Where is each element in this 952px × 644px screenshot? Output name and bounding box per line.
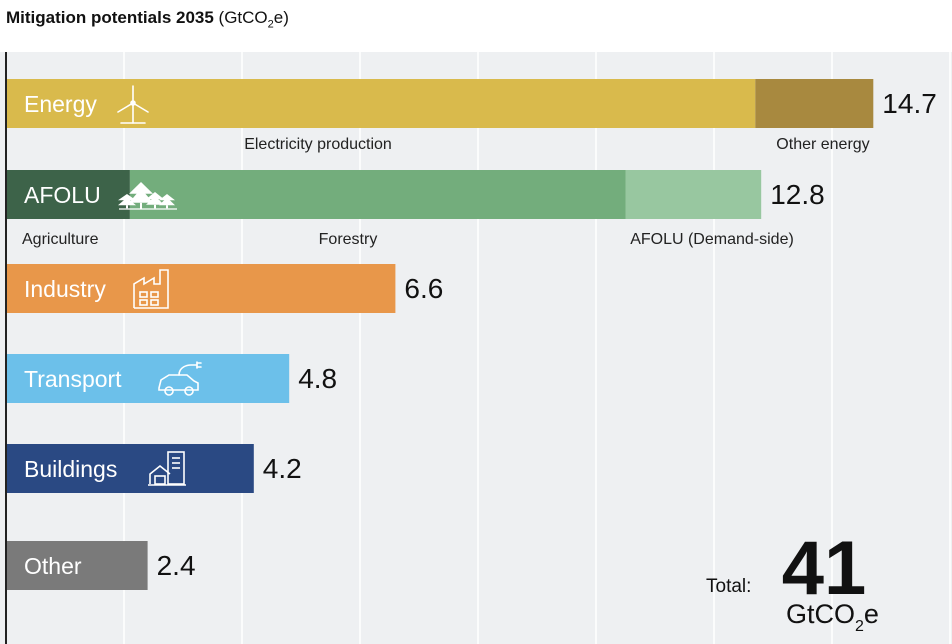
bar-label-afolu: AFOLU — [24, 182, 101, 208]
labels-group: Energy 14.7 AFOLU 12.8 Industry 6.6 Transport 4… — [22, 88, 937, 581]
total-label: Total: — [706, 576, 751, 597]
car-cable — [178, 364, 198, 376]
factory-window-4 — [150, 299, 159, 306]
bar-afolu-segment-3 — [625, 170, 762, 219]
total-unit-prefix: GtCO — [786, 599, 855, 629]
factory-icon — [133, 269, 169, 309]
segment-label-forestry: Forestry — [319, 231, 378, 248]
bar-value-afolu: 12.8 — [770, 179, 825, 210]
tree-top-2 — [146, 192, 164, 200]
tree-mid-2 — [146, 196, 164, 205]
building-tower — [167, 451, 185, 485]
tree-trunk-1 — [140, 202, 142, 209]
wind-turbine-icon — [117, 85, 149, 124]
bar-transport-segment-1 — [6, 354, 290, 403]
building-house-roof — [149, 464, 171, 484]
factory-window-2 — [150, 291, 159, 298]
icons-group — [117, 85, 202, 486]
tree-trunk-0 — [126, 205, 128, 209]
car-wheel-rear — [184, 386, 194, 396]
plot-background — [0, 52, 952, 644]
bar-energy-segment-2 — [755, 79, 874, 128]
turbine-blade-left — [117, 102, 134, 113]
tree-top-0 — [118, 194, 136, 201]
bar-value-buildings: 4.2 — [263, 453, 302, 484]
turbine-blade-right — [132, 102, 149, 113]
trees-icon — [118, 182, 177, 210]
segment-label-afolu-demand: AFOLU (Demand-side) — [630, 231, 794, 248]
bar-industry-segment-1 — [6, 264, 396, 313]
car-body — [158, 374, 199, 391]
building-icon — [148, 451, 186, 486]
total-value: 41 — [782, 526, 867, 611]
chart-title: Mitigation potentials 2035 (GtCO2e) — [6, 8, 289, 30]
bar-value-other: 2.4 — [157, 550, 196, 581]
chart-title-unit-suffix: e) — [273, 8, 289, 27]
tree-trunk-3 — [166, 205, 168, 209]
total-unit-sub: 2 — [855, 618, 864, 635]
turbine-hub — [130, 100, 136, 106]
bar-label-other: Other — [24, 553, 82, 579]
chart-title-unit: (GtCO — [218, 8, 268, 27]
gridlines — [123, 52, 951, 644]
segment-label-other-energy: Other energy — [776, 136, 869, 153]
segment-label-electricity: Electricity production — [244, 136, 392, 153]
bars-group — [6, 79, 874, 590]
bar-value-energy: 14.7 — [882, 88, 937, 119]
bar-label-industry: Industry — [24, 276, 106, 302]
bar-label-energy: Energy — [24, 91, 97, 117]
factory-window-1 — [139, 291, 148, 298]
bar-other-segment-1 — [6, 541, 148, 590]
electric-car-icon — [158, 361, 202, 396]
tree-trunk-2 — [154, 204, 156, 209]
tree-top-3 — [159, 194, 175, 201]
bar-label-buildings: Buildings — [24, 456, 117, 482]
bar-buildings-segment-1 — [6, 444, 254, 493]
factory-outline — [133, 269, 169, 309]
tree-top-1 — [129, 182, 153, 194]
car-wheel-front — [164, 386, 174, 396]
bar-value-industry: 6.6 — [404, 273, 443, 304]
total-unit-suffix: e — [864, 599, 879, 629]
bar-afolu-segment-1 — [6, 170, 130, 219]
chart-title-unit-sub: 2 — [267, 18, 274, 31]
factory-window-3 — [139, 299, 148, 306]
bar-afolu-segment-2 — [129, 170, 626, 219]
tree-mid-3 — [159, 197, 175, 206]
bar-label-transport: Transport — [24, 366, 122, 392]
tree-mid-0 — [118, 197, 136, 206]
segment-label-agriculture: Agriculture — [22, 231, 99, 248]
tree-mid-1 — [129, 188, 153, 203]
bar-value-transport: 4.8 — [298, 363, 337, 394]
total-unit: GtCO2e — [786, 599, 879, 635]
bar-energy-segment-1 — [6, 79, 756, 128]
building-house-door — [154, 475, 166, 485]
chart-title-main: Mitigation potentials 2035 — [6, 8, 214, 27]
